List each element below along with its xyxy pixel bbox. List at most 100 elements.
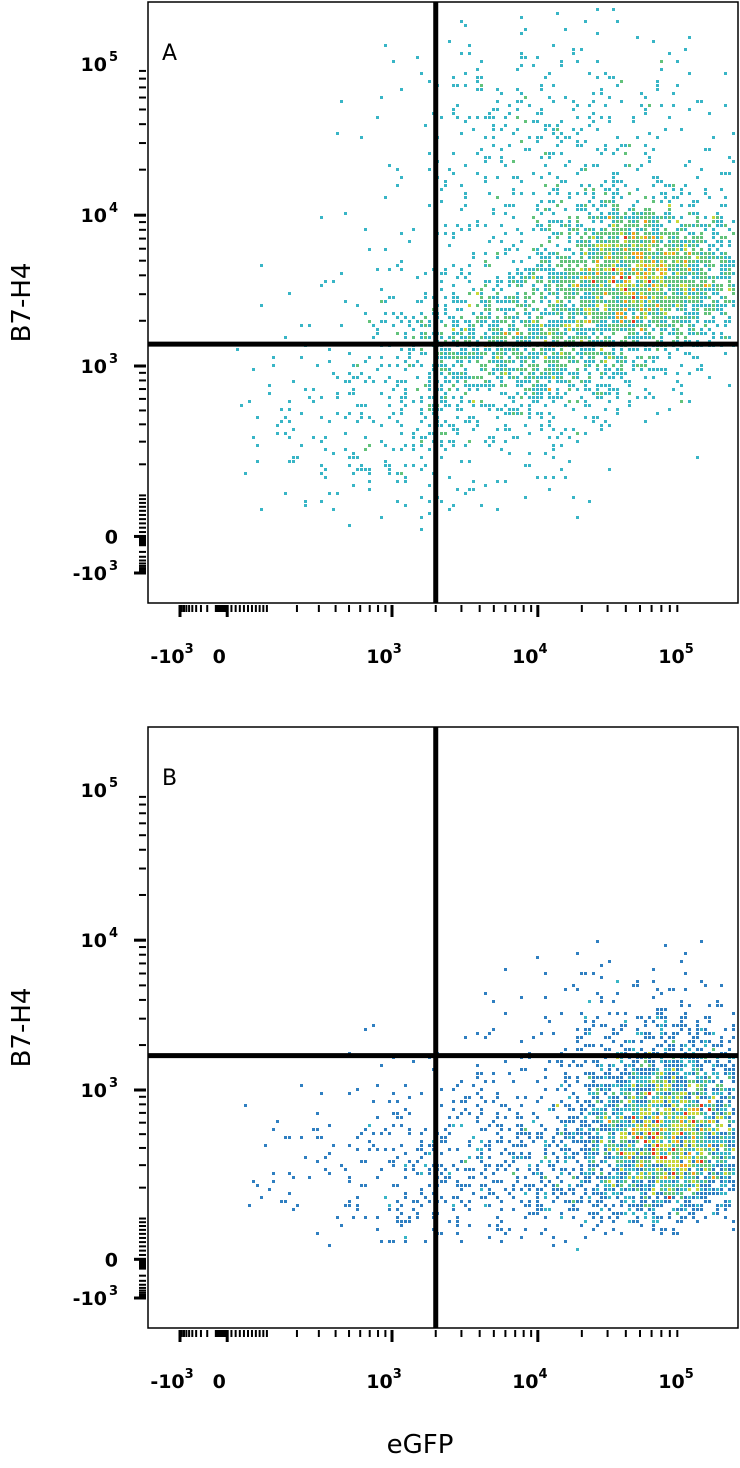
- event-point: [584, 296, 587, 299]
- event-point: [604, 320, 607, 323]
- event-point: [504, 336, 507, 339]
- event-point: [656, 292, 659, 295]
- event-point: [668, 1136, 671, 1139]
- event-point: [480, 352, 483, 355]
- event-point: [496, 416, 499, 419]
- event-point: [620, 1060, 623, 1063]
- event-point: [696, 1152, 699, 1155]
- event-point: [648, 1116, 651, 1119]
- event-point: [628, 1184, 631, 1187]
- event-point: [484, 348, 487, 351]
- event-point: [724, 1136, 727, 1139]
- event-point: [460, 376, 463, 379]
- event-point: [452, 1208, 455, 1211]
- event-point: [496, 332, 499, 335]
- event-point: [588, 236, 591, 239]
- event-point: [624, 1064, 627, 1067]
- event-point: [368, 488, 371, 491]
- event-point: [512, 320, 515, 323]
- event-point: [568, 236, 571, 239]
- event-point: [612, 296, 615, 299]
- event-point: [404, 1152, 407, 1155]
- event-point: [644, 312, 647, 315]
- event-point: [600, 1112, 603, 1115]
- event-point: [516, 1168, 519, 1171]
- event-point: [596, 1136, 599, 1139]
- event-point: [712, 244, 715, 247]
- event-point: [324, 476, 327, 479]
- event-point: [636, 316, 639, 319]
- event-point: [612, 1000, 615, 1003]
- event-point: [504, 1232, 507, 1235]
- event-point: [696, 1204, 699, 1207]
- event-point: [600, 212, 603, 215]
- event-point: [576, 260, 579, 263]
- event-point: [616, 256, 619, 259]
- event-point: [608, 1164, 611, 1167]
- event-point: [556, 128, 559, 131]
- event-point: [704, 1032, 707, 1035]
- event-point: [576, 516, 579, 519]
- event-point: [572, 1188, 575, 1191]
- event-point: [624, 1172, 627, 1175]
- event-point: [652, 1180, 655, 1183]
- event-point: [648, 332, 651, 335]
- event-point: [572, 1152, 575, 1155]
- event-point: [692, 1064, 695, 1067]
- event-point: [632, 1072, 635, 1075]
- event-point: [708, 1096, 711, 1099]
- event-point: [572, 288, 575, 291]
- event-point: [656, 1072, 659, 1075]
- event-point: [568, 276, 571, 279]
- event-point: [508, 1228, 511, 1231]
- event-point: [624, 308, 627, 311]
- event-point: [684, 1076, 687, 1079]
- event-point: [392, 1124, 395, 1127]
- event-point: [660, 332, 663, 335]
- event-point: [488, 324, 491, 327]
- event-point: [464, 392, 467, 395]
- event-point: [424, 324, 427, 327]
- event-point: [628, 280, 631, 283]
- event-point: [696, 312, 699, 315]
- event-point: [596, 336, 599, 339]
- event-point: [560, 180, 563, 183]
- event-point: [712, 264, 715, 267]
- event-point: [628, 324, 631, 327]
- event-point: [624, 1168, 627, 1171]
- event-point: [592, 1024, 595, 1027]
- event-point: [352, 484, 355, 487]
- event-point: [576, 288, 579, 291]
- event-point: [564, 164, 567, 167]
- event-point: [728, 228, 731, 231]
- event-point: [508, 368, 511, 371]
- event-point: [612, 328, 615, 331]
- event-point: [504, 1104, 507, 1107]
- event-point: [568, 260, 571, 263]
- event-point: [584, 364, 587, 367]
- event-point: [612, 1092, 615, 1095]
- event-point: [608, 308, 611, 311]
- event-point: [360, 1184, 363, 1187]
- event-point: [644, 1136, 647, 1139]
- event-point: [636, 36, 639, 39]
- event-point: [640, 1124, 643, 1127]
- event-point: [568, 1188, 571, 1191]
- event-point: [636, 340, 639, 343]
- event-point: [712, 1176, 715, 1179]
- event-point: [552, 360, 555, 363]
- event-point: [660, 236, 663, 239]
- event-point: [400, 448, 403, 451]
- event-point: [708, 1176, 711, 1179]
- event-point: [484, 156, 487, 159]
- event-point: [684, 264, 687, 267]
- event-point: [660, 1232, 663, 1235]
- event-point: [540, 1172, 543, 1175]
- event-point: [648, 132, 651, 135]
- event-point: [596, 260, 599, 263]
- event-point: [500, 280, 503, 283]
- event-point: [468, 1112, 471, 1115]
- event-point: [556, 376, 559, 379]
- event-point: [640, 300, 643, 303]
- event-point: [468, 400, 471, 403]
